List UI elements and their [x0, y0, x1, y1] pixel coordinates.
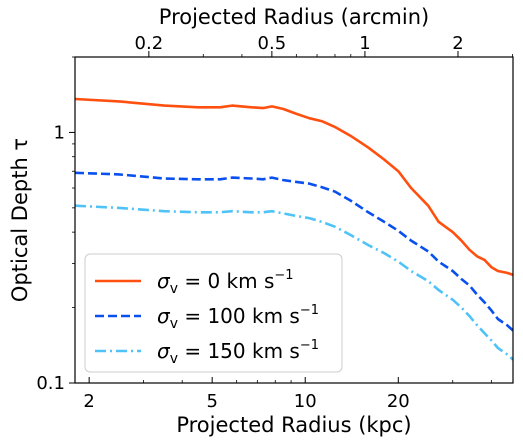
legend: σv = 0 km s−1 σv = 100 km s−1 σv = 150 km …: [84, 253, 343, 373]
series-line-0: [75, 97, 513, 277]
x2-tick-label: 0.5: [258, 33, 287, 54]
legend-label-1: σv = 100 km s−1: [157, 303, 319, 332]
ticks-layer: 2 5 10 20 0.2 0.5 1 2 0.1 1: [36, 33, 513, 412]
legend-label-0: σv = 0 km s−1: [157, 268, 294, 297]
series-line-1: [75, 171, 513, 332]
y-tick-label: 0.1: [36, 373, 65, 394]
x2-tick-label: 1: [359, 33, 370, 54]
x-axis-label: Projected Radius (kpc): [176, 413, 411, 437]
y-tick-label: 1: [54, 122, 65, 143]
x2-tick-label: 0.2: [135, 33, 164, 54]
top-axis-label: Projected Radius (arcmin): [159, 5, 429, 29]
series-line-2: [75, 204, 513, 361]
x2-tick-label: 2: [452, 33, 463, 54]
x-tick-label: 2: [83, 391, 94, 412]
x-tick-label: 5: [206, 391, 217, 412]
plot-lines: [75, 97, 513, 361]
y-axis-label: Optical Depth τ: [8, 138, 32, 302]
x-tick-label: 10: [294, 391, 317, 412]
x-tick-label: 20: [387, 391, 410, 412]
legend-box: [84, 253, 343, 373]
legend-label-2: σv = 150 km s−1: [157, 338, 319, 367]
plot-frame: [74, 56, 514, 384]
